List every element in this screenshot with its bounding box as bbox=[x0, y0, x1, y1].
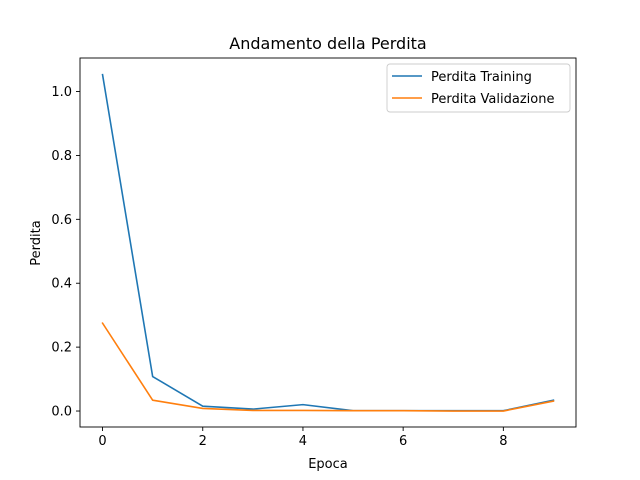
y-tick-label: 0.6 bbox=[51, 213, 72, 228]
x-axis-label: Epoca bbox=[308, 457, 348, 472]
y-axis-label: Perdita bbox=[29, 220, 44, 265]
y-tick-label: 0.8 bbox=[51, 149, 72, 164]
x-tick-label: 0 bbox=[98, 434, 106, 449]
legend-box bbox=[386, 63, 571, 113]
legend: Perdita Training Perdita Validazione bbox=[386, 63, 571, 113]
series-line-1 bbox=[101, 322, 555, 412]
x-axis-ticks: 0 2 4 6 8 bbox=[98, 427, 507, 449]
plot-lines bbox=[101, 73, 555, 412]
chart-title: Andamento della Perdita bbox=[229, 34, 426, 53]
x-tick-label: 8 bbox=[499, 434, 507, 449]
plot-frame bbox=[79, 57, 577, 428]
y-tick-label: 1.0 bbox=[51, 85, 72, 100]
legend-label-validation: Perdita Validazione bbox=[431, 92, 554, 107]
y-tick-label: 0.0 bbox=[51, 405, 72, 420]
y-tick-label: 0.2 bbox=[51, 341, 72, 356]
x-tick-label: 2 bbox=[199, 434, 207, 449]
x-tick-label: 4 bbox=[299, 434, 307, 449]
legend-label-training: Perdita Training bbox=[431, 70, 532, 85]
y-tick-label: 0.4 bbox=[51, 277, 72, 292]
x-tick-label: 6 bbox=[399, 434, 407, 449]
y-axis-ticks: 0.0 0.2 0.4 0.6 0.8 1.0 bbox=[51, 85, 80, 420]
